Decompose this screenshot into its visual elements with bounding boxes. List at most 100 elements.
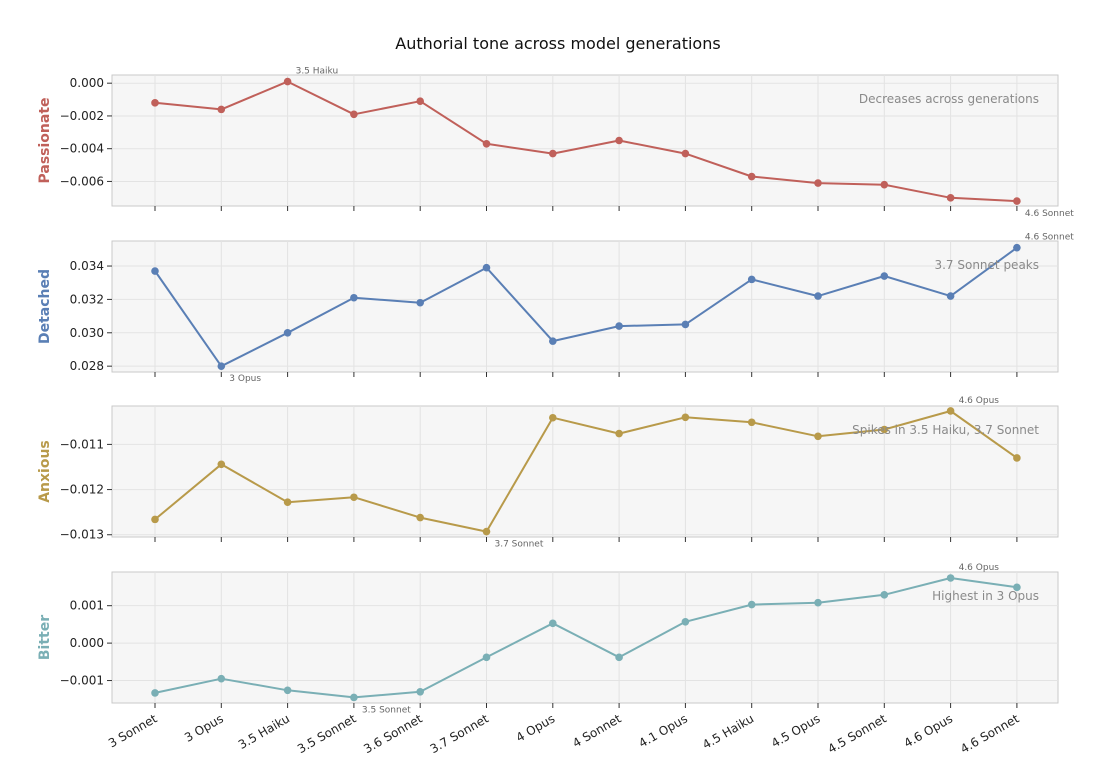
y-tick-label-anxious: −0.013 [60, 528, 104, 542]
data-point-detached-4-6-opus [946, 292, 955, 300]
plot-area-passionate [111, 74, 1059, 207]
x-tick-label-3-sonnet: 3 Sonnet [106, 711, 160, 750]
data-point-bitter-3-opus [217, 674, 226, 683]
x-tick-label-4-sonnet: 4 Sonnet [570, 711, 624, 750]
x-tick-label-3-opus: 3 Opus [182, 711, 226, 744]
data-point-detached-3-6-sonnet [416, 298, 425, 307]
data-point-anxious-4-5-haiku [747, 418, 756, 427]
data-point-detached-3-5-sonnet [350, 293, 358, 302]
point-label-passionate-3-5-haiku: 3.5 Haiku [296, 67, 339, 77]
data-point-passionate-3-opus [217, 105, 226, 114]
series-line-detached [154, 246, 1018, 368]
data-point-bitter-3-6-sonnet [416, 687, 425, 696]
data-point-bitter-4-5-haiku [747, 600, 756, 609]
series-line-bitter [154, 577, 1018, 699]
data-point-bitter-4-6-sonnet [1013, 583, 1021, 592]
data-point-bitter-4-1-opus [681, 617, 690, 626]
data-point-detached-4-opus [549, 337, 557, 345]
panel-detached: 0.028 0.030 0.032 0.034 Detached 3.7 Sonnet p… [37, 233, 1074, 384]
data-point-detached-3-5-haiku [283, 328, 292, 337]
y-axis-label-passionate: Passionate [37, 97, 53, 183]
point-label-passionate-4-6-sonnet: 4.6 Sonnet [1025, 209, 1074, 219]
point-label-bitter-4-6-opus: 4.6 Opus [959, 563, 1000, 573]
data-point-passionate-4-opus [549, 149, 557, 158]
x-tick-label-3-5-sonnet: 3.5 Sonnet [295, 711, 359, 756]
data-point-bitter-3-5-haiku [283, 686, 292, 695]
y-axis-label-anxious: Anxious [37, 440, 53, 503]
data-point-bitter-4-opus [549, 619, 557, 628]
annotation-bitter: Highest in 3 Opus [932, 589, 1039, 603]
data-point-passionate-4-5-haiku [747, 172, 756, 181]
x-tick-label-4-1-opus: 4.1 Opus [636, 711, 690, 750]
chart-panels: 0.000 −0.002 −0.004 −0.006 Passionate Decreas… [37, 67, 1074, 757]
panel-anxious: −0.011 −0.012 −0.013 Anxious Spikes in 3.5 H… [37, 396, 1059, 550]
data-point-bitter-3-sonnet [151, 689, 159, 697]
y-tick-label-passionate: −0.006 [60, 174, 104, 188]
x-tick-label-4-opus: 4 Opus [514, 711, 558, 744]
x-tick-label-4-5-opus: 4.5 Opus [769, 711, 823, 750]
data-point-passionate-4-6-opus [946, 194, 955, 202]
y-tick-label-bitter: 0.000 [70, 636, 104, 650]
data-point-anxious-3-sonnet [151, 515, 159, 524]
data-point-passionate-4-5-opus [814, 179, 822, 187]
y-tick-label-anxious: −0.011 [60, 437, 104, 451]
data-point-anxious-4-5-opus [814, 432, 822, 441]
data-point-detached-3-opus [217, 362, 226, 370]
x-tick-label-4-6-sonnet: 4.6 Sonnet [958, 711, 1022, 756]
data-point-bitter-4-6-opus [946, 574, 955, 582]
annotation-passionate: Decreases across generations [859, 92, 1039, 106]
plot-area-bitter [111, 571, 1059, 704]
data-point-detached-4-5-haiku [747, 275, 756, 284]
data-point-anxious-4-1-opus [681, 413, 690, 422]
point-label-anxious-4-6-opus: 4.6 Opus [959, 396, 1000, 406]
plot-area-detached [111, 240, 1059, 373]
data-point-anxious-3-7-sonnet [482, 527, 491, 536]
point-label-bitter-3-5-sonnet: 3.5 Sonnet [362, 705, 411, 715]
data-point-detached-4-sonnet [615, 322, 623, 330]
data-point-passionate-4-5-sonnet [880, 180, 889, 189]
data-point-detached-4-6-sonnet [1013, 243, 1021, 252]
data-point-detached-4-5-opus [814, 292, 822, 300]
annotation-detached: 3.7 Sonnet peaks [934, 258, 1039, 272]
data-point-bitter-4-5-opus [814, 598, 822, 607]
x-tick-label-3-6-sonnet: 3.6 Sonnet [361, 711, 425, 756]
data-point-passionate-3-5-sonnet [350, 110, 358, 119]
data-point-passionate-4-6-sonnet [1013, 197, 1021, 205]
data-point-passionate-3-6-sonnet [416, 97, 425, 105]
data-point-anxious-3-opus [217, 460, 226, 469]
data-point-detached-4-1-opus [681, 320, 690, 329]
data-point-passionate-3-7-sonnet [482, 139, 491, 148]
data-point-anxious-4-sonnet [615, 429, 623, 438]
x-tick-label-3-7-sonnet: 3.7 Sonnet [428, 711, 492, 756]
data-point-anxious-3-5-haiku [283, 498, 292, 507]
y-tick-label-passionate: −0.002 [60, 109, 104, 123]
point-label-detached-4-6-sonnet: 4.6 Sonnet [1025, 233, 1074, 243]
panel-bitter: 0.001 0.000 −0.001 Bitter Highest in 3 Opus 3… [37, 563, 1059, 715]
plot-area-anxious [111, 405, 1059, 538]
data-point-detached-3-sonnet [151, 267, 159, 275]
y-tick-label-detached: 0.034 [70, 259, 104, 273]
data-point-bitter-3-5-sonnet [350, 693, 358, 702]
x-tick-label-4-5-sonnet: 4.5 Sonnet [825, 711, 889, 756]
y-axis-label-bitter: Bitter [37, 615, 53, 660]
data-point-anxious-4-5-sonnet [880, 425, 889, 434]
y-axis-label-detached: Detached [37, 269, 53, 344]
data-point-bitter-4-sonnet [615, 653, 623, 662]
data-point-anxious-4-6-sonnet [1013, 454, 1021, 462]
point-label-detached-3-opus: 3 Opus [229, 374, 261, 384]
data-point-detached-4-5-sonnet [880, 272, 889, 280]
y-tick-label-bitter: −0.001 [60, 674, 104, 688]
series-line-anxious [154, 410, 1018, 533]
data-point-bitter-4-5-sonnet [880, 591, 889, 599]
data-point-anxious-4-6-opus [946, 407, 955, 415]
data-point-passionate-3-sonnet [151, 99, 159, 107]
y-tick-label-passionate: 0.000 [70, 76, 104, 90]
x-tick-label-4-6-opus: 4.6 Opus [901, 711, 955, 750]
chart-title: Authorial tone across model generations [395, 34, 720, 53]
y-tick-label-passionate: −0.004 [60, 142, 104, 156]
data-point-anxious-3-6-sonnet [416, 513, 425, 522]
annotation-anxious: Spikes in 3.5 Haiku, 3.7 Sonnet [852, 423, 1039, 437]
y-tick-label-detached: 0.030 [70, 326, 104, 340]
panel-passionate: 0.000 −0.002 −0.004 −0.006 Passionate Decreas… [37, 67, 1074, 220]
